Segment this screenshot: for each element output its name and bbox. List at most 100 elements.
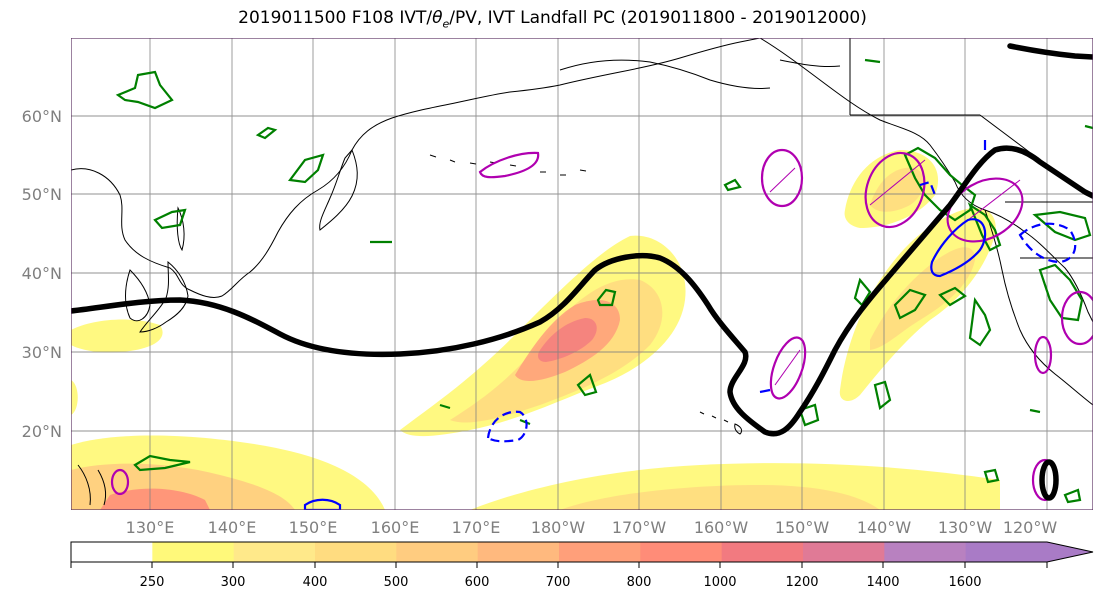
coastline-korea xyxy=(125,269,151,322)
colorbar-extend-arrow xyxy=(1047,542,1093,562)
colorbar-swatch xyxy=(477,542,560,562)
coastline-japan xyxy=(139,260,189,333)
coastline-canada-border xyxy=(849,38,1093,259)
colorbar-labels: 250 300 400 500 600 700 800 1000 1200 14… xyxy=(140,575,982,590)
pv-contour xyxy=(769,336,807,400)
pv-contour xyxy=(478,151,540,179)
colorbar-label: 1200 xyxy=(785,575,818,590)
coastline-hawaii xyxy=(699,411,743,435)
theta-e-contour xyxy=(115,70,174,110)
theta-e-contour xyxy=(287,153,325,184)
coastline-alaska xyxy=(759,38,1093,323)
colorbar-swatch xyxy=(396,542,479,562)
coastlines xyxy=(71,38,1093,506)
ivt-landfall-pc-contour xyxy=(71,43,1093,501)
theta-e-contour xyxy=(576,373,598,397)
lat-label: 20°N xyxy=(22,422,62,441)
theta-e-contour xyxy=(1029,408,1041,414)
pv-contour xyxy=(864,151,926,229)
theta-e-contour xyxy=(967,202,1002,252)
coastline-kamchatka xyxy=(319,149,358,231)
lon-label: 150°W xyxy=(775,518,830,537)
pv-contour xyxy=(760,148,804,208)
lat-label: 60°N xyxy=(22,107,62,126)
lon-label: 160°E xyxy=(371,518,420,537)
lat-label: 40°N xyxy=(22,264,62,283)
pv-contour xyxy=(946,177,1024,243)
colorbar-swatch xyxy=(71,542,153,562)
pv-neg-contour xyxy=(1018,222,1077,264)
colorbar-label: 1600 xyxy=(948,575,981,590)
colorbar-swatch xyxy=(884,542,967,562)
ivt-tropics-west-core xyxy=(100,488,210,510)
lon-label: 150°E xyxy=(289,518,338,537)
pc-contour-main xyxy=(71,145,1093,437)
theta-e-contour xyxy=(153,208,187,230)
lon-label: 140°W xyxy=(857,518,912,537)
lat-label: 50°N xyxy=(22,185,62,204)
pc-contour-top xyxy=(1007,43,1093,60)
pv-contour xyxy=(1060,290,1093,346)
colorbar-label: 300 xyxy=(221,575,246,590)
title-theta: θ xyxy=(432,8,443,28)
colorbar-swatch xyxy=(152,542,235,562)
theta-e-contour xyxy=(1063,488,1082,504)
ivt-plume-north-mid xyxy=(870,167,925,212)
colorbar-label: 400 xyxy=(303,575,328,590)
lon-label: 180°W xyxy=(531,518,586,537)
colorbar-swatch xyxy=(640,542,723,562)
colorbar-outline xyxy=(70,541,1094,563)
latitude-labels: 60°N 50°N 40°N 30°N 20°N xyxy=(22,107,62,441)
pv-neg-contour xyxy=(303,498,342,510)
ivt-japan-coast xyxy=(71,319,163,353)
theta-e-contour xyxy=(983,468,1000,484)
pv-negative-contours xyxy=(303,140,1077,510)
theta-e-contour xyxy=(938,286,967,307)
title-suffix: /PV, IVT Landfall PC (2019011800 - 20190… xyxy=(449,8,867,28)
coastline-philippines xyxy=(77,464,107,506)
lon-label: 170°E xyxy=(452,518,501,537)
theta-e-contour xyxy=(439,403,451,410)
pv-hatch xyxy=(774,349,801,386)
pv-contour xyxy=(110,468,130,496)
ivt-tropics-central-mid xyxy=(560,485,880,510)
theta-e-contour xyxy=(864,58,881,64)
pc-contour-closed xyxy=(1039,459,1059,501)
colorbar-swatch xyxy=(803,542,885,562)
lon-label: 120°W xyxy=(1003,518,1058,537)
map-gridlines xyxy=(71,38,1093,510)
theta-e-contour xyxy=(893,288,927,320)
lon-label: 130°W xyxy=(938,518,993,537)
theta-e-contour xyxy=(1084,124,1093,130)
lon-label: 140°E xyxy=(208,518,257,537)
pv-neg-contour xyxy=(759,388,771,394)
colorbar-swatch xyxy=(315,542,397,562)
ivt-plume-central-peak xyxy=(538,318,597,362)
ivt-midlat-patch xyxy=(71,380,78,415)
theta-e-contour xyxy=(596,288,617,307)
title-theta-subscript: e xyxy=(442,17,450,31)
colorbar-label: 250 xyxy=(140,575,165,590)
map-title: 2019011500 F108 IVT/θe/PV, IVT Landfall … xyxy=(0,8,1105,30)
colorbar-label: 500 xyxy=(384,575,409,590)
coastline-arctic xyxy=(559,59,841,89)
colorbar-swatch xyxy=(965,542,1048,562)
colorbar-label: 1000 xyxy=(703,575,736,590)
coastline-north-america xyxy=(984,209,1093,406)
theta-e-contour xyxy=(255,126,278,140)
pv-hatch xyxy=(769,167,796,193)
colorbar-label: 600 xyxy=(465,575,490,590)
colorbar-swatch xyxy=(559,542,641,562)
colorbar-swatch xyxy=(233,542,316,562)
map-area xyxy=(71,38,1093,510)
lon-label: 160°W xyxy=(694,518,749,537)
pv-hatch xyxy=(869,159,926,206)
theta-e-contour xyxy=(1032,210,1092,242)
theta-e-contour xyxy=(519,418,531,426)
pv-contour xyxy=(1033,335,1053,375)
theta-e-contour xyxy=(723,178,742,192)
pv-neg-contour xyxy=(930,218,987,278)
colorbar: 250 300 400 500 600 700 800 1000 1200 14… xyxy=(70,541,1094,590)
pv-neg-contour xyxy=(486,410,528,443)
